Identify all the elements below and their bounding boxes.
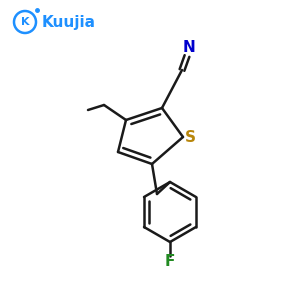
Text: K: K: [21, 17, 29, 27]
Text: N: N: [183, 40, 195, 55]
Text: Kuujia: Kuujia: [42, 14, 96, 29]
Text: S: S: [184, 130, 196, 145]
Text: F: F: [165, 254, 175, 269]
